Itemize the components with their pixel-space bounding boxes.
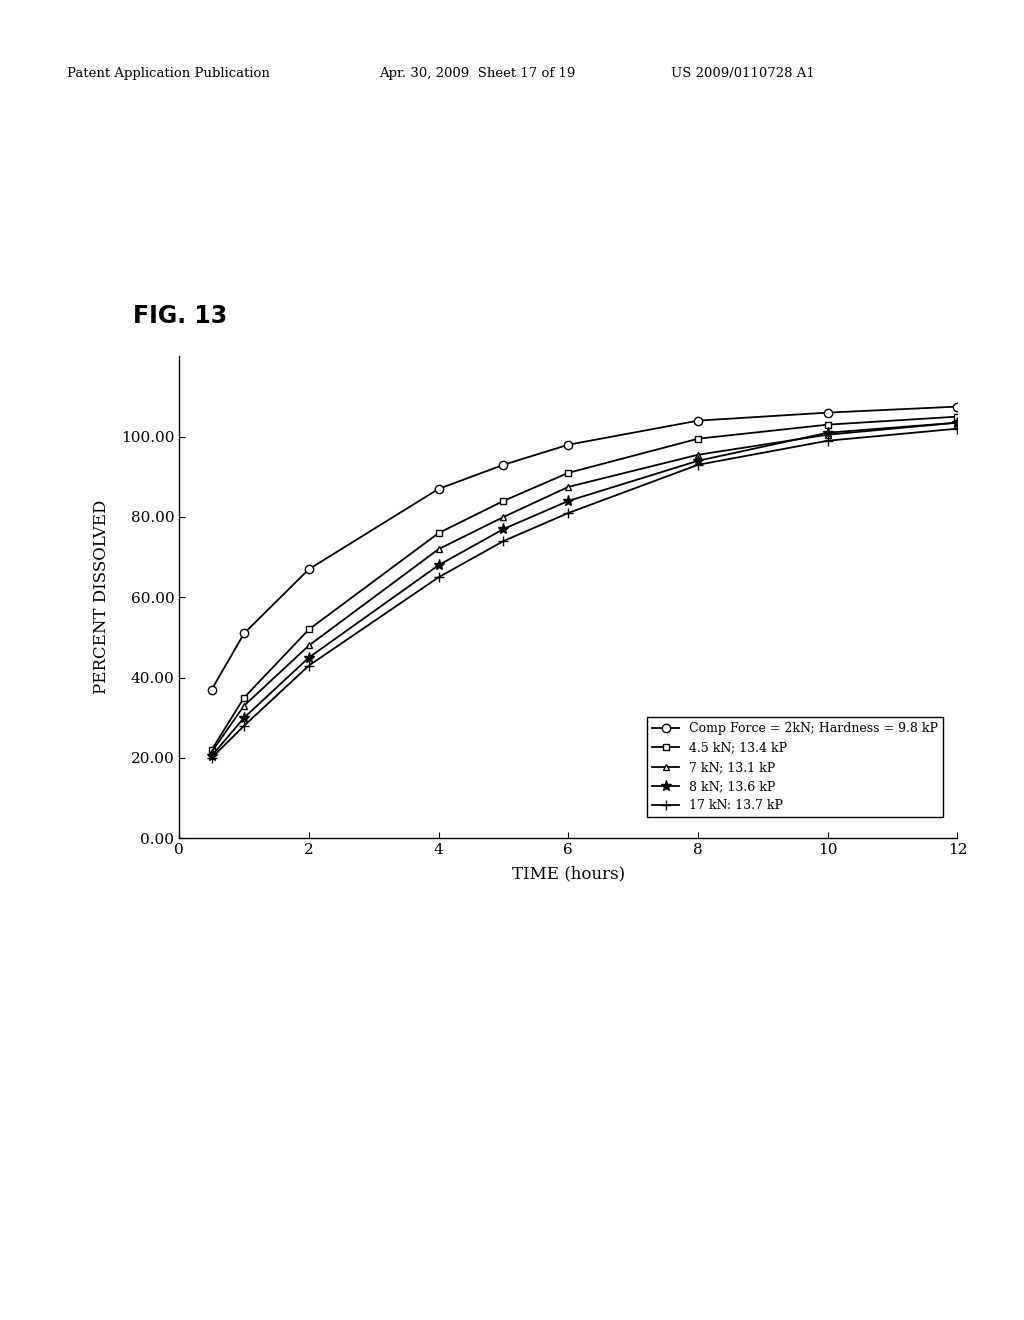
17 kN: 13.7 kP: (5, 74): 13.7 kP: (5, 74) xyxy=(498,533,510,549)
Text: Patent Application Publication: Patent Application Publication xyxy=(67,66,269,79)
8 kN; 13.6 kP xyxy=(303,649,315,665)
7 kN; 13.1 kP xyxy=(951,414,964,430)
17 kN: 13.7 kP: (6, 81): 13.7 kP: (6, 81) xyxy=(562,506,574,521)
4.5 kN; 13.4 kP xyxy=(498,494,510,510)
8 kN; 13.6 kP xyxy=(432,557,444,573)
7 kN; 13.1 kP xyxy=(303,638,315,653)
7 kN; 13.1 kP xyxy=(821,426,834,442)
Comp Force = 2kN; Hardness = 9.8 kP xyxy=(432,480,444,496)
4.5 kN; 13.4 kP xyxy=(238,690,250,706)
4.5 kN; 13.4 kP xyxy=(432,525,444,541)
7 kN; 13.1 kP xyxy=(692,447,705,463)
Comp Force = 2kN; Hardness = 9.8 kP xyxy=(238,626,250,642)
Text: Apr. 30, 2009  Sheet 17 of 19: Apr. 30, 2009 Sheet 17 of 19 xyxy=(379,66,575,79)
Text: US 2009/0110728 A1: US 2009/0110728 A1 xyxy=(671,66,814,79)
Comp Force = 2kN; Hardness = 9.8 kP xyxy=(562,437,574,453)
Comp Force = 2kN; Hardness = 9.8 kP xyxy=(206,681,218,697)
7 kN; 13.1 kP xyxy=(562,479,574,495)
7 kN; 13.1 kP xyxy=(206,744,218,760)
Line: Comp Force = 2kN; Hardness = 9.8 kP: Comp Force = 2kN; Hardness = 9.8 kP xyxy=(208,403,962,694)
8 kN; 13.6 kP xyxy=(821,425,834,441)
7 kN; 13.1 kP xyxy=(238,698,250,714)
8 kN; 13.6 kP xyxy=(951,414,964,430)
X-axis label: TIME (hours): TIME (hours) xyxy=(512,866,625,882)
17 kN: 13.7 kP: (4, 65): 13.7 kP: (4, 65) xyxy=(432,569,444,585)
Comp Force = 2kN; Hardness = 9.8 kP xyxy=(498,457,510,473)
17 kN: 13.7 kP: (10, 99): 13.7 kP: (10, 99) xyxy=(821,433,834,449)
17 kN: 13.7 kP: (8, 93): 13.7 kP: (8, 93) xyxy=(692,457,705,473)
7 kN; 13.1 kP xyxy=(498,510,510,525)
4.5 kN; 13.4 kP xyxy=(562,465,574,480)
Comp Force = 2kN; Hardness = 9.8 kP xyxy=(821,405,834,421)
17 kN: 13.7 kP: (12, 102): 13.7 kP: (12, 102) xyxy=(951,421,964,437)
Text: FIG. 13: FIG. 13 xyxy=(133,305,227,329)
7 kN; 13.1 kP xyxy=(432,541,444,557)
4.5 kN; 13.4 kP xyxy=(303,622,315,638)
Line: 7 kN; 13.1 kP: 7 kN; 13.1 kP xyxy=(208,420,961,755)
Comp Force = 2kN; Hardness = 9.8 kP xyxy=(303,561,315,577)
17 kN: 13.7 kP: (2, 43): 13.7 kP: (2, 43) xyxy=(303,657,315,673)
4.5 kN; 13.4 kP xyxy=(206,742,218,758)
17 kN: 13.7 kP: (0.5, 20): 13.7 kP: (0.5, 20) xyxy=(206,750,218,766)
Y-axis label: PERCENT DISSOLVED: PERCENT DISSOLVED xyxy=(93,500,110,694)
8 kN; 13.6 kP xyxy=(206,748,218,764)
8 kN; 13.6 kP xyxy=(498,521,510,537)
8 kN; 13.6 kP xyxy=(562,494,574,510)
4.5 kN; 13.4 kP xyxy=(692,430,705,446)
Line: 8 kN; 13.6 kP: 8 kN; 13.6 kP xyxy=(206,417,963,762)
17 kN: 13.7 kP: (1, 28): 13.7 kP: (1, 28) xyxy=(238,718,250,734)
Legend: Comp Force = 2kN; Hardness = 9.8 kP, 4.5 kN; 13.4 kP, 7 kN; 13.1 kP, 8 kN; 13.6 : Comp Force = 2kN; Hardness = 9.8 kP, 4.5… xyxy=(647,718,943,817)
8 kN; 13.6 kP xyxy=(692,453,705,469)
Line: 4.5 kN; 13.4 kP: 4.5 kN; 13.4 kP xyxy=(208,413,961,754)
Comp Force = 2kN; Hardness = 9.8 kP xyxy=(692,413,705,429)
Line: 17 kN: 13.7 kP: 17 kN: 13.7 kP xyxy=(207,424,963,763)
4.5 kN; 13.4 kP xyxy=(951,409,964,425)
4.5 kN; 13.4 kP xyxy=(821,417,834,433)
8 kN; 13.6 kP xyxy=(238,710,250,726)
Comp Force = 2kN; Hardness = 9.8 kP xyxy=(951,399,964,414)
